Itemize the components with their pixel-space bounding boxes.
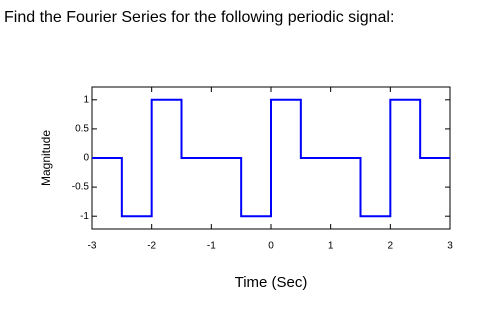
y-axis-label: Magnitude [39,130,53,186]
x-axis-label: Time (Sec) [235,274,308,291]
y-tick-label: 0 [83,153,89,164]
x-tick-label: 0 [268,241,274,252]
y-tick-label: -1 [80,211,89,222]
heading: Find the Fourier Series for the followin… [4,9,394,26]
x-tick-label: 2 [388,241,394,252]
y-tick-label: 0.5 [75,124,89,135]
x-tick-label: -2 [147,241,156,252]
y-tick-label: 1 [83,94,89,105]
x-tick-label: -1 [207,241,216,252]
x-tick-label: 1 [328,241,334,252]
x-tick-label: -3 [88,241,97,252]
y-tick-label: -0.5 [72,182,90,193]
signal-line [92,98,450,218]
x-tick-label: 3 [447,241,453,252]
